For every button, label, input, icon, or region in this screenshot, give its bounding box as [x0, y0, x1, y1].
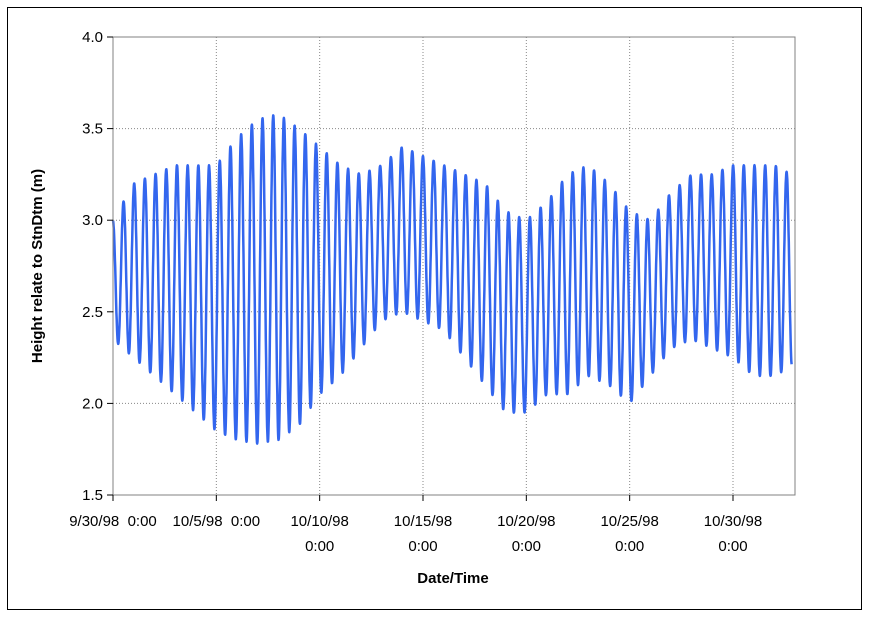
- y-tick-label: 3.0: [82, 212, 103, 229]
- y-tick-label: 2.0: [82, 395, 103, 412]
- y-tick-label: 1.5: [82, 487, 103, 504]
- y-axis-title: Height relate to StnDtm (m): [29, 169, 46, 363]
- x-tick-label: 10/10/98: [290, 513, 348, 530]
- x-tick-label-time: 0:00: [718, 538, 747, 555]
- x-tick-label-time: 0:00: [305, 538, 334, 555]
- x-tick-label: 10/15/98: [394, 513, 452, 530]
- x-tick-label: 10/30/98: [704, 513, 762, 530]
- x-tick-label: 9/30/98 0:00: [69, 513, 157, 530]
- series-layer: [111, 114, 793, 445]
- series-line: [111, 114, 793, 445]
- x-tick-label: 10/5/98 0:00: [173, 513, 261, 530]
- x-tick-label-time: 0:00: [512, 538, 541, 555]
- y-tick-label: 3.5: [82, 121, 103, 138]
- x-tick-label-time: 0:00: [408, 538, 437, 555]
- x-tick-label: 10/20/98: [497, 513, 555, 530]
- x-tick-label: 10/25/98: [600, 513, 658, 530]
- axes: 1.5 2.0 2.5 3.0 3.5 4.0 9/30/98 0:00 10/5/98 0:…: [69, 29, 762, 555]
- y-tick-label: 4.0: [82, 29, 103, 46]
- x-tick-label-time: 0:00: [615, 538, 644, 555]
- x-axis-title: Date/Time: [417, 570, 488, 587]
- y-tick-label: 2.5: [82, 304, 103, 321]
- plot-border: [112, 36, 796, 496]
